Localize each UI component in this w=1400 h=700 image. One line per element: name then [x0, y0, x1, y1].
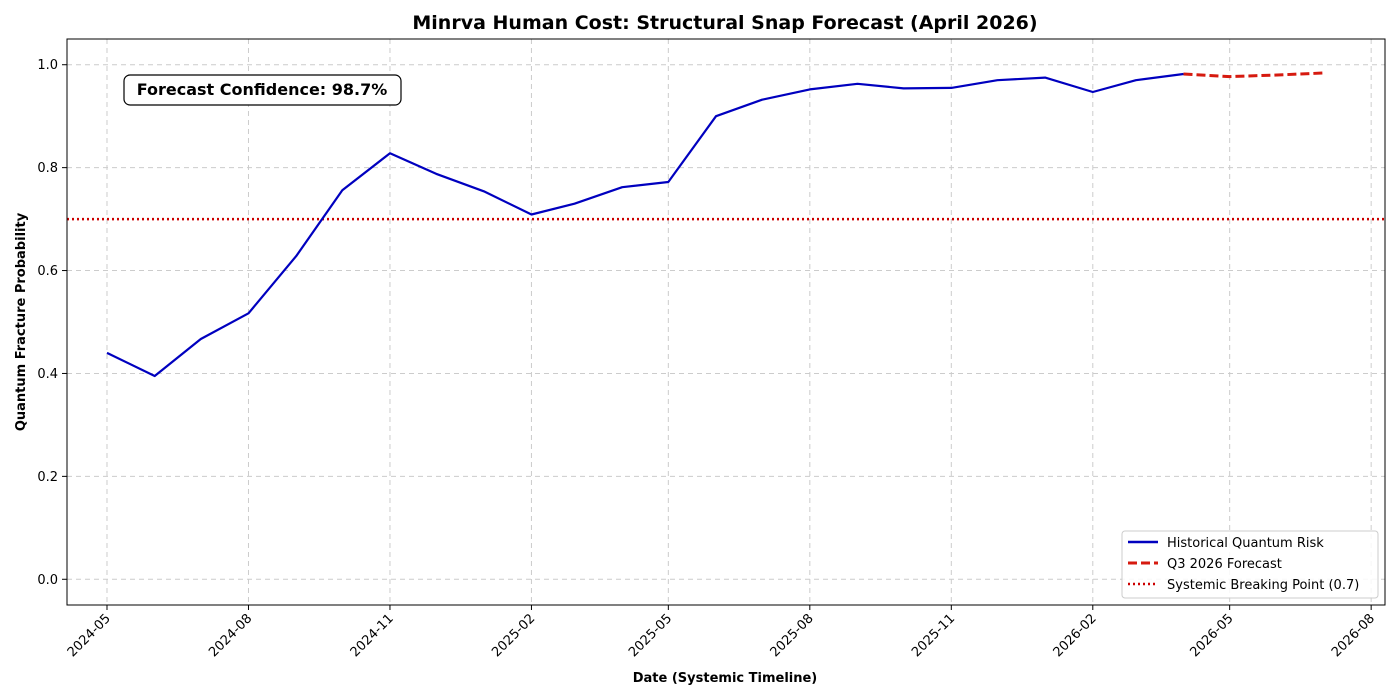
legend-label-breaking-point: Systemic Breaking Point (0.7)	[1167, 578, 1359, 593]
chart-title: Minrva Human Cost: Structural Snap Forec…	[412, 12, 1037, 34]
x-axis-label: Date (Systemic Timeline)	[633, 671, 818, 686]
y-tick-label: 0.4	[37, 367, 58, 382]
legend: Historical Quantum Risk Q3 2026 Forecast…	[1121, 530, 1379, 599]
y-axis-ticks: 0.0 0.2 0.4 0.6 0.8 1.0	[37, 58, 67, 588]
plot-frame	[66, 38, 1386, 606]
y-tick-label: 0.8	[37, 161, 58, 176]
series-lines	[106, 71, 1324, 378]
y-tick-label: 0.2	[37, 470, 58, 485]
forecast-line	[1183, 71, 1324, 79]
y-tick-label: 0.0	[37, 573, 58, 588]
annotation-frame	[123, 74, 402, 106]
legend-label-historical: Historical Quantum Risk	[1167, 536, 1324, 551]
y-tick-label: 1.0	[37, 58, 58, 73]
annotation-text: Forecast Confidence: 98.7%	[137, 80, 388, 99]
historical-risk-line	[106, 72, 1184, 378]
legend-label-forecast: Q3 2026 Forecast	[1167, 557, 1282, 572]
y-tick-label: 0.6	[37, 264, 58, 279]
annotation-box: Forecast Confidence: 98.7%	[123, 74, 402, 106]
y-axis-label: Quantum Fracture Probability	[14, 212, 29, 431]
legend-frame	[1121, 530, 1379, 599]
